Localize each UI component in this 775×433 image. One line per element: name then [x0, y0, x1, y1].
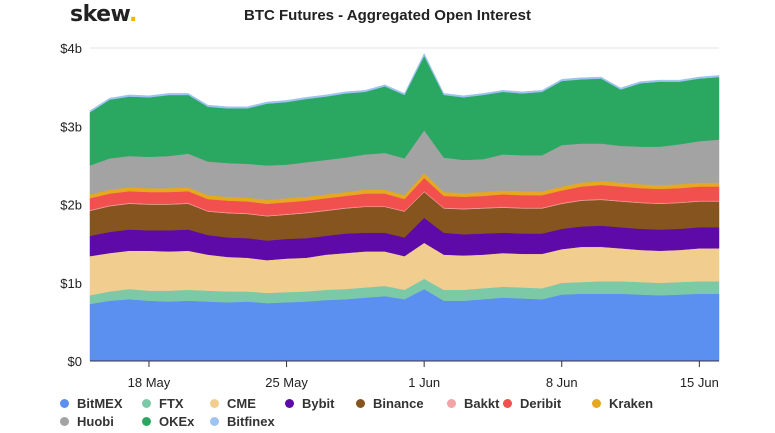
legend-label: Deribit [520, 396, 562, 411]
series-areas [89, 52, 720, 362]
legend-label: BitMEX [77, 396, 123, 411]
x-tick-label: 1 Jun [408, 375, 440, 390]
legend-item-okex[interactable]: OKEx [142, 414, 194, 429]
y-tick-label: $3b [60, 119, 82, 134]
legend-dot-icon [142, 417, 151, 426]
y-tick-label: $4b [60, 41, 82, 56]
chart-title: BTC Futures - Aggregated Open Interest [244, 7, 531, 24]
legend-item-ftx[interactable]: FTX [142, 396, 184, 411]
stacked-area-chart: $0 $1b $2b $3b $4b 18 May 25 May 1 Jun 8 Jun 15 J… [60, 41, 720, 390]
legend-item-kraken[interactable]: Kraken [592, 396, 653, 411]
legend-label: CME [227, 396, 256, 411]
legend-dot-icon [210, 399, 219, 408]
legend-label: Huobi [77, 414, 114, 429]
legend-dot-icon [503, 399, 512, 408]
area-bitfinex [89, 52, 720, 113]
y-tick-label: $2b [60, 198, 82, 213]
legend-dot-icon [592, 399, 601, 408]
x-tick-label: 15 Jun [680, 375, 719, 390]
legend-dot-icon [60, 417, 69, 426]
legend-label: Bakkt [464, 396, 500, 411]
legend-label: OKEx [159, 414, 195, 429]
skew-logo: skew. [70, 2, 137, 27]
legend-dot-icon [285, 399, 294, 408]
legend-dot-icon [142, 399, 151, 408]
legend-label: Kraken [609, 396, 654, 411]
legend-dot-icon [210, 417, 219, 426]
brand-dot: . [128, 2, 137, 27]
legend-item-bitmex[interactable]: BitMEX [60, 396, 123, 411]
legend-dot-icon [447, 399, 456, 408]
legend-item-huobi[interactable]: Huobi [60, 414, 114, 429]
legend-label: Binance [373, 396, 424, 411]
legend-dot-icon [60, 399, 69, 408]
brand-name: skew [70, 2, 129, 27]
legend-label: Bitfinex [227, 414, 275, 429]
y-tick-label: $0 [68, 354, 82, 369]
legend-item-bakkt[interactable]: Bakkt [447, 396, 499, 411]
legend-item-bitfinex[interactable]: Bitfinex [210, 414, 275, 429]
legend-label: FTX [159, 396, 184, 411]
legend-item-cme[interactable]: CME [210, 396, 256, 411]
legend-item-deribit[interactable]: Deribit [503, 396, 561, 411]
legend-dot-icon [356, 399, 365, 408]
x-tick-label: 8 Jun [546, 375, 578, 390]
x-tick-label: 18 May [128, 375, 171, 390]
legend-item-binance[interactable]: Binance [356, 396, 424, 411]
y-tick-label: $1b [60, 276, 82, 291]
axes: $0 $1b $2b $3b $4b 18 May 25 May 1 Jun 8 Jun 15 J… [60, 41, 719, 390]
legend-item-bybit[interactable]: Bybit [285, 396, 335, 411]
legend-label: Bybit [302, 396, 335, 411]
x-tick-label: 25 May [265, 375, 308, 390]
